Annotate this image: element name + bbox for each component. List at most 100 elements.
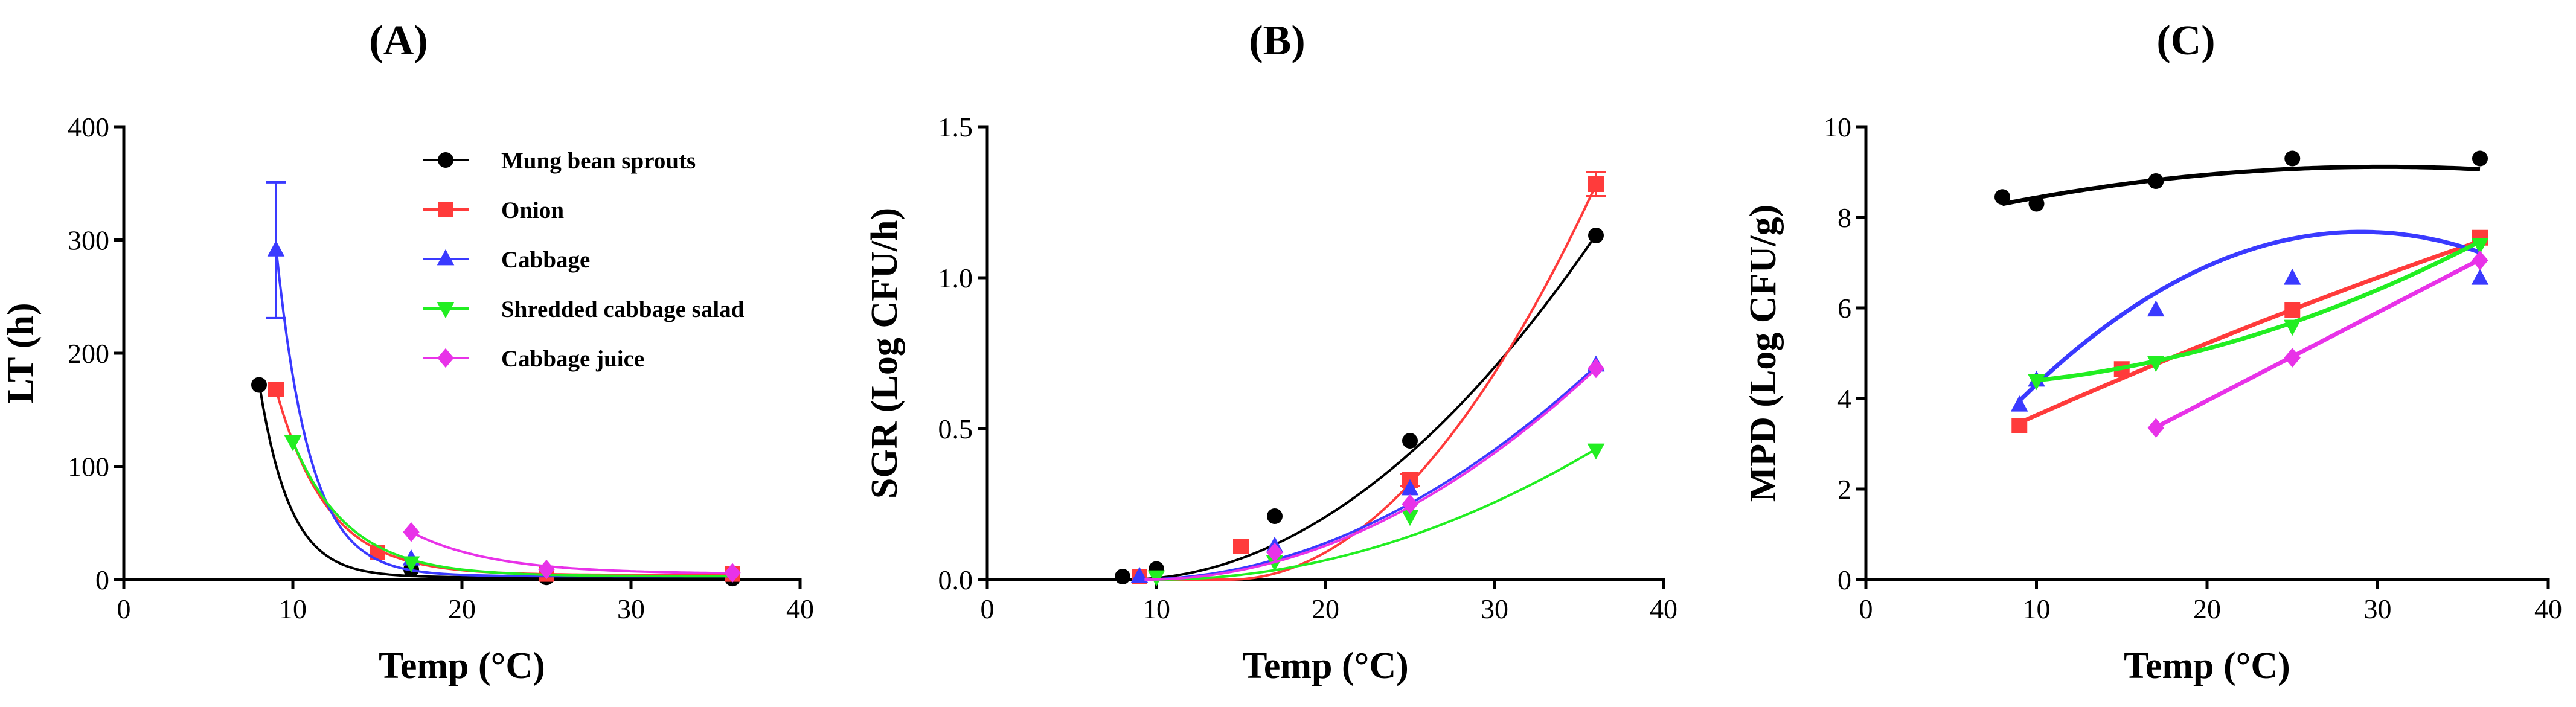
chart-b-point-cabbage-juice — [1266, 542, 1283, 563]
chart-b-point-cabbage — [1401, 479, 1419, 496]
chart-b-x-tick-label: 30 — [1481, 593, 1508, 624]
chart-b-point-cabbage-juice — [1402, 494, 1418, 514]
chart-a-point-cabbage — [267, 240, 285, 257]
chart-c-point-shredded-cabbage-salad — [2147, 356, 2165, 373]
chart-a-x-tick-label: 10 — [279, 593, 307, 624]
chart-a-point-onion — [268, 382, 284, 397]
chart-c-point-cabbage-juice — [2472, 251, 2488, 270]
chart-c-point-mung-bean-sprouts — [2148, 173, 2164, 189]
chart-b-point-mung-bean-sprouts — [1402, 433, 1418, 449]
chart-a-point-shredded-cabbage-salad — [402, 556, 420, 573]
chart-c-x-tick-label: 30 — [2364, 593, 2392, 624]
chart-b-fit-curve-shredded-cabbage-salad — [1156, 447, 1597, 581]
chart-b-point-onion — [1588, 176, 1604, 192]
chart-b-x-tick-label: 0 — [981, 593, 995, 624]
chart-c-y-tick-label: 4 — [1837, 383, 1851, 414]
chart-b-x-tick-label: 40 — [1650, 593, 1677, 624]
chart-a-fit-curve-onion — [275, 389, 732, 577]
chart-a-point-shredded-cabbage-salad — [284, 435, 302, 452]
chart-b-y-tick-label: 1.0 — [938, 263, 973, 293]
chart-c-y-tick-label: 0 — [1837, 565, 1851, 595]
chart-b-x-tick-label: 20 — [1312, 593, 1339, 624]
chart-b-x-tick-label: 10 — [1142, 593, 1170, 624]
chart-c-point-cabbage — [2147, 300, 2165, 317]
chart-a-legend-label-onion: Onion — [501, 197, 564, 223]
chart-b-fit-curve-cabbage-juice — [1144, 368, 1597, 581]
chart-a-legend-label-mung-bean-sprouts: Mung bean sprouts — [501, 148, 696, 174]
chart-c-point-shredded-cabbage-salad — [2283, 319, 2301, 336]
chart-c-point-cabbage-juice — [2147, 418, 2164, 438]
chart-a-fit-curve-shredded-cabbage-salad — [292, 441, 732, 578]
chart-b-fit-curve-cabbage — [1134, 365, 1597, 581]
chart-c-x-tick-label: 20 — [2193, 593, 2221, 624]
chart-a-point-cabbage-juice — [403, 522, 420, 542]
chart-b-title: (B) — [1249, 18, 1305, 64]
chart-c-y-tick-label: 6 — [1837, 293, 1851, 324]
chart-c-point-onion — [2011, 418, 2028, 433]
chart-a-legend-marker-cabbage — [437, 249, 455, 266]
chart-c-fit-curve-shredded-cabbage-salad — [2036, 239, 2481, 383]
chart-a-legend-marker-cabbage-juice — [437, 348, 454, 368]
chart-c-point-cabbage — [2283, 269, 2301, 285]
chart-c-y-tick-label: 8 — [1837, 202, 1851, 233]
chart-b-y-tick-label: 0.5 — [938, 414, 973, 444]
chart-c-point-mung-bean-sprouts — [2028, 196, 2045, 212]
chart-c-fit-curve-mung-bean-sprouts — [2002, 164, 2481, 206]
chart-a-legend-marker-mung-bean-sprouts — [438, 152, 453, 168]
chart-c-fit-curve-cabbage-juice — [2155, 257, 2481, 429]
chart-c-point-shredded-cabbage-salad — [2471, 238, 2489, 255]
chart-a-point-cabbage-juice — [724, 563, 741, 583]
chart-c-fit-curve-cabbage — [2017, 229, 2481, 403]
chart-c-point-mung-bean-sprouts — [2284, 150, 2301, 167]
chart-c-point-cabbage — [2471, 269, 2489, 285]
chart-b-point-mung-bean-sprouts — [1588, 228, 1604, 243]
chart-a-x-tick-label: 40 — [786, 593, 814, 624]
chart-b-point-cabbage-juice — [1588, 358, 1604, 379]
chart-b-x-axis-title: Temp (°C) — [1242, 645, 1409, 686]
chart-c-x-tick-label: 40 — [2534, 593, 2562, 624]
chart-a-y-axis-title: LT (h) — [1, 302, 42, 403]
chart-b-point-cabbage — [1130, 566, 1149, 583]
chart-c-title: (C) — [2156, 18, 2215, 64]
chart-c-y-axis-title: MPD (Log CFU/g) — [1743, 205, 1784, 502]
chart-a-legend-label-shredded-cabbage-salad: Shredded cabbage salad — [501, 296, 745, 322]
chart-a-y-tick-label: 200 — [68, 338, 109, 369]
chart-b-y-tick-label: 0.0 — [938, 565, 973, 595]
chart-c-point-cabbage-juice — [2284, 348, 2301, 368]
chart-a-y-tick-label: 300 — [68, 225, 109, 256]
chart-b-point-shredded-cabbage-salad — [1587, 443, 1605, 460]
chart-b-point-mung-bean-sprouts — [1115, 569, 1130, 584]
chart-c-point-onion — [2284, 302, 2301, 318]
chart-c-y-tick-label: 10 — [1824, 112, 1851, 142]
chart-a-y-tick-label: 400 — [68, 112, 109, 142]
chart-a-legend-marker-onion — [438, 202, 453, 217]
chart-a-x-axis-title: Temp (°C) — [379, 645, 545, 686]
chart-a-legend-label-cabbage: Cabbage — [501, 247, 590, 273]
chart-a-fit-curve-cabbage-juice — [411, 531, 732, 575]
chart-b-y-axis-title: SGR (Log CFU/h) — [864, 208, 905, 499]
chart-c-point-shredded-cabbage-salad — [2028, 374, 2045, 391]
chart-a-y-tick-label: 100 — [68, 452, 109, 482]
chart-c-x-axis-title: Temp (°C) — [2124, 645, 2290, 686]
chart-a-legend-label-cabbage-juice: Cabbage juice — [501, 346, 644, 372]
chart-a-x-tick-label: 30 — [617, 593, 645, 624]
chart-c-x-tick-label: 0 — [1859, 593, 1873, 624]
chart-c-point-mung-bean-sprouts — [2472, 150, 2488, 167]
chart-b-point-onion — [1233, 539, 1249, 554]
chart-b-point-shredded-cabbage-salad — [1401, 510, 1419, 526]
chart-b-fit-curve-onion — [1139, 184, 1597, 581]
chart-a-y-tick-label: 0 — [95, 565, 109, 595]
chart-b-point-mung-bean-sprouts — [1267, 508, 1283, 524]
chart-c-point-mung-bean-sprouts — [1994, 189, 2010, 205]
chart-c-x-tick-label: 10 — [2023, 593, 2051, 624]
chart-a-x-tick-label: 20 — [448, 593, 476, 624]
chart-a-x-tick-label: 0 — [117, 593, 131, 624]
chart-b-y-tick-label: 1.5 — [938, 112, 973, 142]
chart-c-point-cabbage — [2010, 395, 2028, 412]
chart-a-title: (A) — [369, 18, 428, 64]
chart-a-fit-curve-mung-bean-sprouts — [258, 382, 732, 579]
chart-a-point-cabbage-juice — [538, 559, 555, 580]
chart-b-fit-curve-mung-bean-sprouts — [1123, 234, 1597, 581]
